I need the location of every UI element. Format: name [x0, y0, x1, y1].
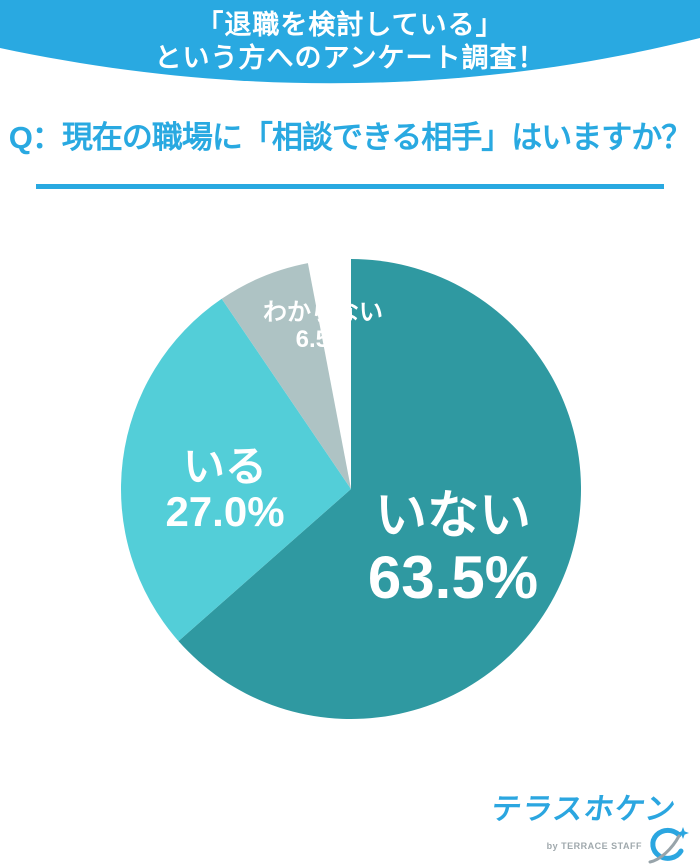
slice-label-iru: いる 27.0% — [165, 444, 284, 534]
banner-curve — [0, 0, 700, 84]
question-title: Q：現在の職場に「相談できる相手」はいますか？ — [8, 120, 693, 155]
slice-label-wakaranai: わからない 6.5% — [263, 299, 383, 353]
pie-slice-2 — [221, 263, 351, 489]
slice-name-iru: いる — [182, 443, 267, 490]
pie-slice-1 — [120, 298, 351, 642]
brand-name: テラスホケン — [488, 793, 678, 826]
header-banner: 「退職を検討している」 という方へのアンケート調査！ — [0, 9, 700, 75]
slice-value-wakaranai: 6.5% — [295, 326, 351, 353]
slice-value-inai: 63.5% — [367, 544, 539, 611]
orbit-swoosh-icon — [648, 827, 689, 864]
header-banner-shape — [0, 0, 700, 84]
slice-value-iru: 27.0% — [165, 488, 285, 535]
brand-byline: by TERRACE STAFF — [546, 841, 642, 851]
banner-title-line1: 「退職を検討している」 — [196, 10, 504, 40]
title-underline — [36, 184, 664, 189]
slice-name-wakaranai: わからない — [263, 299, 383, 326]
slice-label-inai: いない 63.5% — [368, 486, 538, 610]
banner-title-line2: という方へのアンケート調査！ — [154, 43, 546, 73]
pie-slice-0 — [178, 259, 581, 719]
slice-name-inai: いない — [374, 487, 532, 545]
brand-logo: テラスホケン by TERRACE STAFF — [489, 784, 691, 866]
